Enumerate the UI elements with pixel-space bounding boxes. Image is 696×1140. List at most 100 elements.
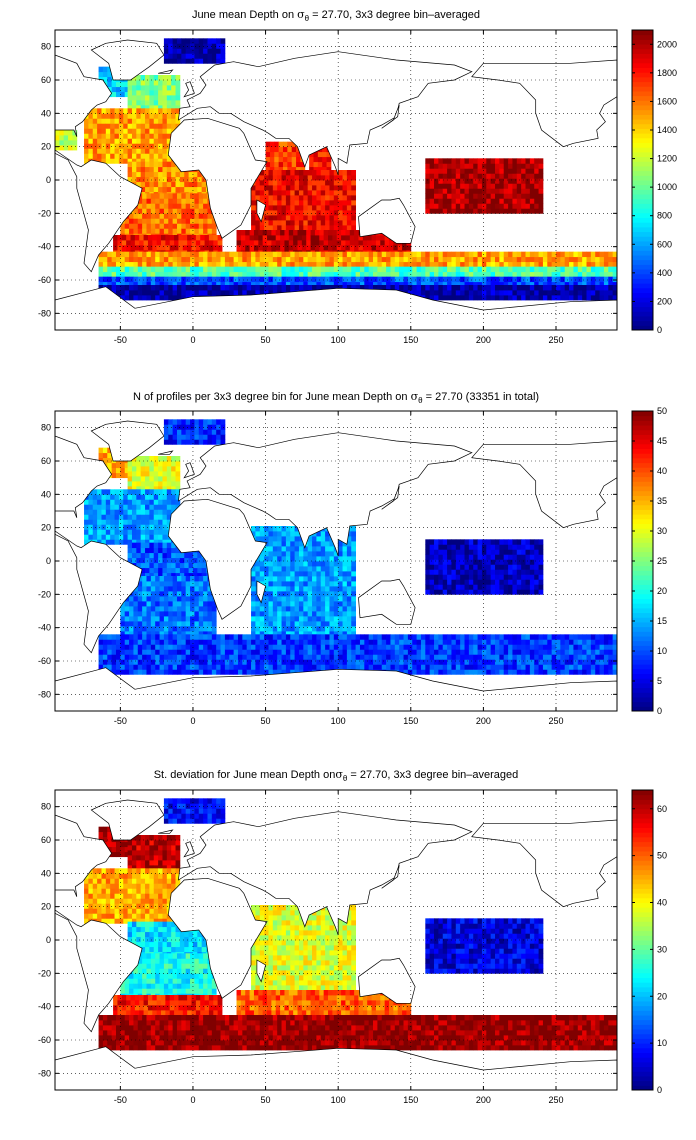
data-cell: [298, 561, 304, 567]
data-cell: [586, 276, 592, 283]
data-cell: [162, 489, 168, 495]
data-cell: [481, 261, 487, 268]
data-cell: [129, 596, 134, 602]
data-cell: [512, 178, 518, 184]
data-cell: [281, 546, 287, 552]
data-cell: [272, 285, 278, 291]
data-cell: [364, 639, 370, 645]
data-cell: [307, 659, 313, 665]
data-cell: [499, 281, 505, 288]
data-cell: [349, 245, 355, 251]
data-cell: [114, 514, 120, 520]
data-cell: [285, 576, 291, 582]
data-cell: [150, 266, 156, 273]
data-cell: [194, 644, 200, 650]
data-cell: [92, 534, 98, 540]
data-cell: [368, 261, 374, 268]
data-cell: [127, 113, 133, 119]
data-cell: [529, 251, 535, 258]
data-cell: [281, 276, 287, 283]
data-cell: [105, 108, 111, 114]
data-cell: [207, 434, 213, 440]
data-cell: [162, 181, 168, 188]
data-cell: [464, 290, 470, 296]
data-cell: [329, 551, 335, 557]
data-cell: [313, 151, 319, 158]
data-cell: [303, 271, 309, 278]
data-cell: [140, 128, 146, 134]
data-cell: [329, 626, 335, 632]
data-cell: [499, 178, 505, 184]
data-cell: [127, 85, 133, 91]
data-cell: [98, 664, 104, 670]
data-cell: [204, 245, 210, 251]
data-cell: [268, 669, 274, 675]
data-cell: [88, 534, 94, 540]
data-cell: [149, 509, 155, 515]
data-cell: [499, 285, 505, 291]
data-cell: [473, 261, 478, 268]
data-cell: [481, 208, 487, 214]
data-cell: [111, 276, 117, 283]
data-cell: [198, 228, 204, 234]
data-cell: [312, 225, 317, 231]
data-cell: [303, 556, 309, 562]
data-cell: [322, 146, 327, 153]
data-cell: [264, 566, 269, 572]
data-cell: [534, 193, 539, 199]
data-cell: [142, 664, 147, 670]
data-cell: [268, 611, 274, 617]
data-cell: [140, 161, 146, 168]
data-cell: [359, 276, 365, 283]
data-cell: [127, 133, 133, 139]
data-cell: [312, 634, 317, 640]
data-cell: [198, 419, 204, 425]
data-cell: [442, 178, 448, 184]
data-cell: [281, 626, 287, 632]
data-cell: [373, 271, 378, 278]
data-cell: [97, 153, 102, 159]
data-cell: [425, 178, 431, 184]
data-cell: [162, 456, 168, 462]
data-cell: [136, 95, 142, 101]
data-cell: [538, 271, 544, 278]
data-cell: [198, 644, 204, 650]
data-cell: [220, 261, 226, 268]
data-cell: [171, 486, 176, 492]
data-cell: [163, 218, 169, 224]
data-cell: [97, 519, 102, 525]
data-cell: [307, 281, 313, 288]
data-cell: [175, 562, 181, 569]
data-cell: [434, 163, 439, 169]
data-cell: [131, 557, 137, 564]
data-cell: [127, 171, 133, 178]
data-cell: [577, 266, 583, 273]
data-cell: [136, 143, 142, 149]
data-cell: [464, 163, 470, 169]
data-cell: [137, 218, 143, 224]
data-cell: [264, 639, 269, 645]
data-cell: [429, 276, 435, 283]
data-cell: [307, 195, 313, 201]
data-cell: [181, 419, 187, 425]
data-cell: [285, 251, 291, 258]
data-cell: [107, 76, 113, 83]
data-cell: [285, 180, 291, 186]
data-cell: [200, 245, 205, 251]
data-cell: [166, 171, 172, 178]
data-cell: [442, 290, 448, 296]
data-cell: [312, 536, 317, 542]
data-cell: [172, 281, 178, 288]
data-cell: [316, 659, 322, 665]
data-cell: [312, 285, 317, 291]
data-cell: [110, 494, 115, 500]
data-cell: [307, 649, 313, 655]
data-cell: [293, 235, 298, 241]
data-cell: [115, 276, 121, 283]
data-cell: [211, 261, 217, 268]
data-cell: [341, 235, 346, 241]
data-cell: [142, 271, 147, 278]
data-cell: [145, 471, 150, 477]
data-cell: [298, 220, 304, 226]
data-cell: [92, 494, 98, 500]
